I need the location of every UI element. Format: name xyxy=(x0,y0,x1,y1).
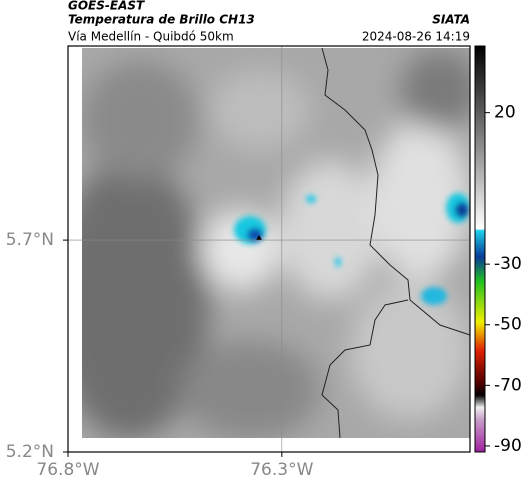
source: SIATA xyxy=(432,13,470,27)
colorbar-tick-label: -30 xyxy=(494,254,522,274)
y-tick-label: 5.2°N xyxy=(6,442,54,462)
satellite: GOES-EAST xyxy=(68,0,145,13)
datetime: 2024-08-26 14:19 xyxy=(362,30,470,44)
colorbar-ticks: 20 -30 -50 -70 -90 xyxy=(485,103,522,456)
product: Temperatura de Brillo CH13 xyxy=(68,13,255,27)
region: Vía Medellín - Quibdó 50km xyxy=(68,30,234,44)
colorbar-tick-label: -70 xyxy=(494,375,522,395)
satellite-image xyxy=(82,48,470,438)
map-frame xyxy=(67,45,471,453)
x-tick-label: 76.3°W xyxy=(250,460,313,480)
colorbar-tick-label: -50 xyxy=(494,315,522,335)
colorbar xyxy=(474,45,486,453)
x-tick-label: 76.8°W xyxy=(36,460,99,480)
y-tick-label: 5.7°N xyxy=(6,230,54,250)
colorbar-tick-label: 20 xyxy=(494,103,516,123)
colorbar-tick-label: -90 xyxy=(494,436,522,456)
